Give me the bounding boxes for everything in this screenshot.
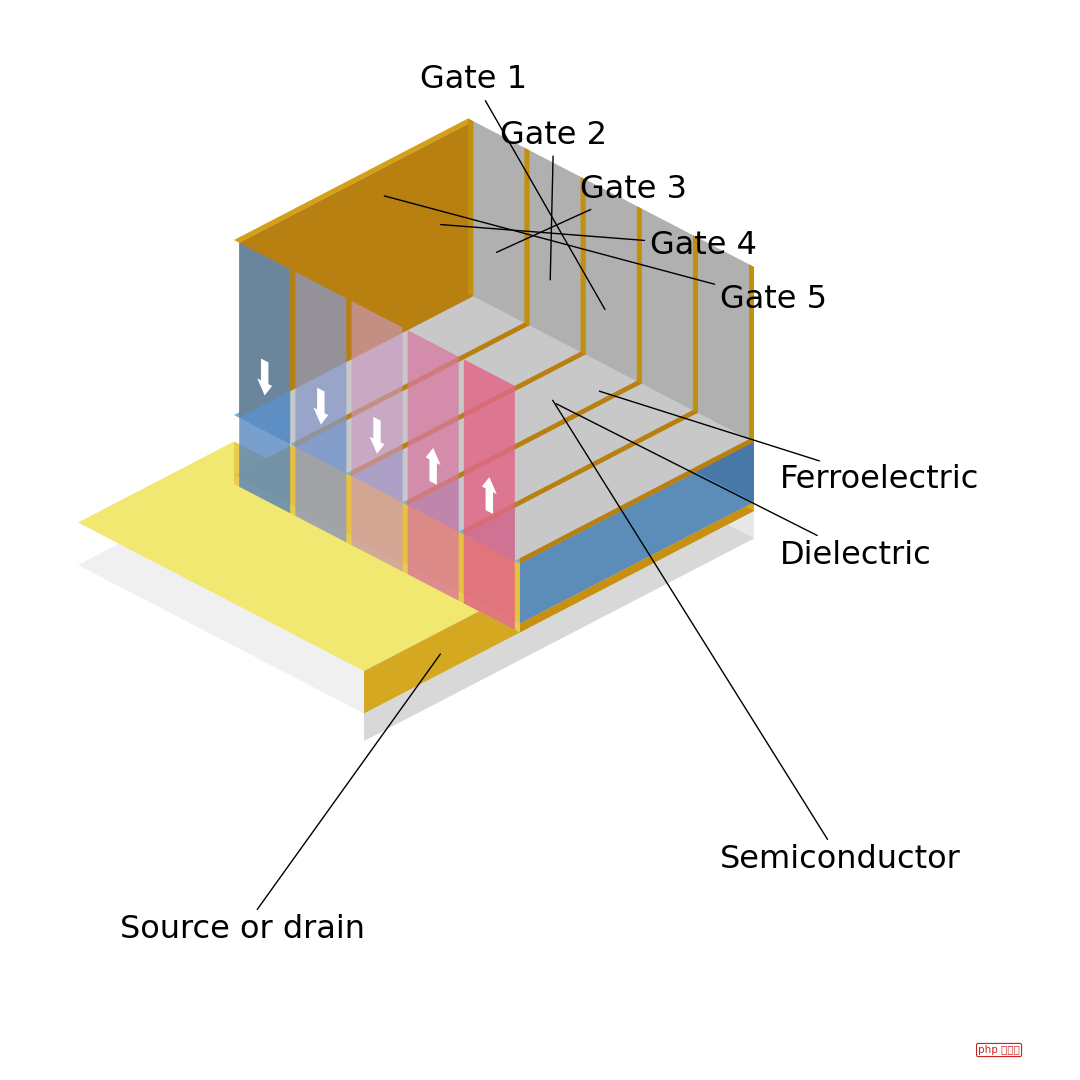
Polygon shape xyxy=(463,360,515,630)
Polygon shape xyxy=(239,121,473,418)
Text: Gate 4: Gate 4 xyxy=(441,225,757,260)
Polygon shape xyxy=(347,177,580,473)
Polygon shape xyxy=(473,121,524,323)
Polygon shape xyxy=(580,177,585,354)
Polygon shape xyxy=(468,363,754,539)
Polygon shape xyxy=(295,150,580,298)
Text: Ferroelectric: Ferroelectric xyxy=(599,391,980,496)
Polygon shape xyxy=(468,294,754,502)
Polygon shape xyxy=(291,148,529,272)
Polygon shape xyxy=(698,238,748,440)
Text: Gate 5: Gate 5 xyxy=(384,195,827,315)
Polygon shape xyxy=(519,442,754,623)
Polygon shape xyxy=(257,359,272,395)
Polygon shape xyxy=(459,235,692,531)
Text: Gate 1: Gate 1 xyxy=(420,65,605,309)
Polygon shape xyxy=(519,267,754,564)
Polygon shape xyxy=(407,330,459,600)
Text: Semiconductor: Semiconductor xyxy=(553,401,961,876)
Polygon shape xyxy=(463,238,748,386)
Polygon shape xyxy=(407,208,692,356)
Polygon shape xyxy=(351,179,636,327)
Polygon shape xyxy=(407,208,642,505)
Polygon shape xyxy=(234,442,519,633)
Polygon shape xyxy=(364,511,754,741)
Polygon shape xyxy=(234,353,754,623)
Polygon shape xyxy=(463,238,698,535)
Text: Gate 3: Gate 3 xyxy=(497,175,687,253)
Polygon shape xyxy=(426,448,441,485)
Polygon shape xyxy=(295,150,529,447)
Text: Dielectric: Dielectric xyxy=(556,404,932,570)
Polygon shape xyxy=(351,179,585,476)
Polygon shape xyxy=(459,235,698,360)
Text: php 中文网: php 中文网 xyxy=(978,1045,1020,1055)
Text: Source or drain: Source or drain xyxy=(120,654,441,945)
Polygon shape xyxy=(347,177,585,301)
Polygon shape xyxy=(515,265,754,389)
Polygon shape xyxy=(519,502,754,633)
Polygon shape xyxy=(295,272,347,542)
Polygon shape xyxy=(585,179,636,381)
Polygon shape xyxy=(78,363,754,714)
Polygon shape xyxy=(234,294,754,564)
Polygon shape xyxy=(239,121,524,269)
Text: Gate 2: Gate 2 xyxy=(500,120,607,280)
Polygon shape xyxy=(515,265,748,561)
Polygon shape xyxy=(642,208,692,410)
Polygon shape xyxy=(468,119,473,296)
Polygon shape xyxy=(351,301,403,571)
Polygon shape xyxy=(748,265,754,442)
Polygon shape xyxy=(692,235,698,413)
Polygon shape xyxy=(468,353,754,511)
Polygon shape xyxy=(369,417,384,454)
Polygon shape xyxy=(291,148,524,444)
Polygon shape xyxy=(636,206,642,383)
Polygon shape xyxy=(524,148,529,325)
Polygon shape xyxy=(403,206,636,502)
Polygon shape xyxy=(234,119,473,243)
Polygon shape xyxy=(403,206,642,330)
Polygon shape xyxy=(313,388,328,424)
Polygon shape xyxy=(482,477,497,514)
Polygon shape xyxy=(78,442,519,671)
Polygon shape xyxy=(529,150,580,352)
Polygon shape xyxy=(239,243,291,513)
Polygon shape xyxy=(364,590,519,714)
